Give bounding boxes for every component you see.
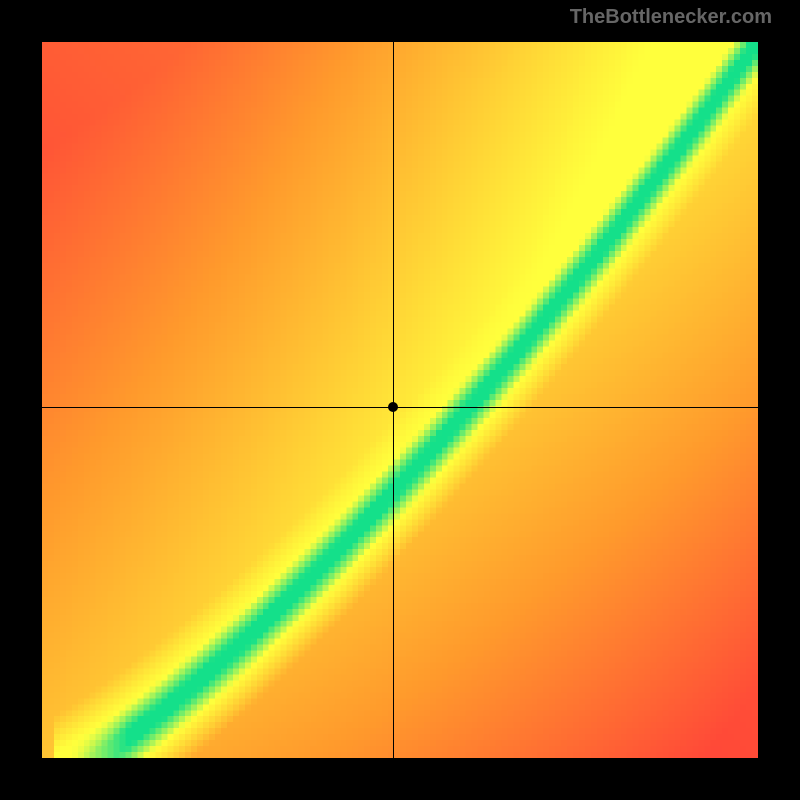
crosshair-horizontal (42, 407, 758, 408)
crosshair-vertical (393, 42, 394, 758)
heatmap-canvas (42, 42, 758, 758)
crosshair-marker (388, 402, 398, 412)
watermark-text: TheBottlenecker.com (570, 6, 772, 29)
bottleneck-heatmap (42, 42, 758, 758)
